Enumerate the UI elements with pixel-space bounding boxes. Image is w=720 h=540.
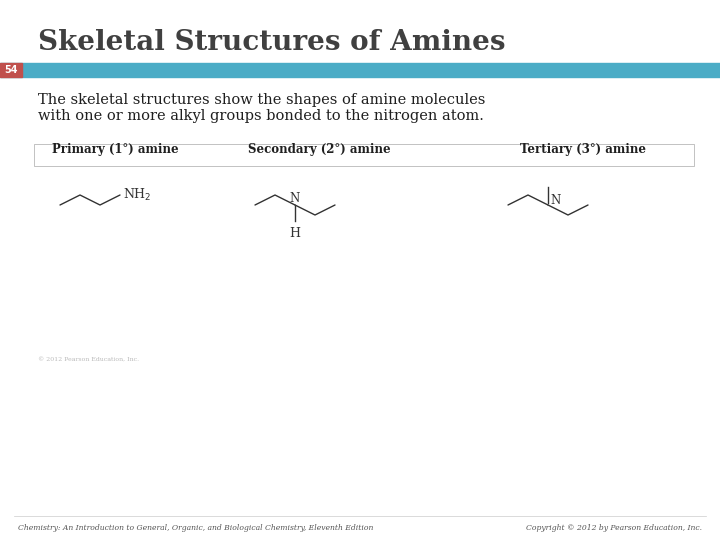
Text: H: H [289,227,300,240]
Text: Secondary (2°) amine: Secondary (2°) amine [248,144,391,157]
Text: © 2012 Pearson Education, Inc.: © 2012 Pearson Education, Inc. [38,358,139,363]
Bar [0,63,22,77]
Text: Primary (1°) amine: Primary (1°) amine [52,144,179,157]
Text: 54: 54 [4,65,18,75]
Text: The skeletal structures show the shapes of amine molecules: The skeletal structures show the shapes … [38,93,485,107]
Text: Tertiary (3°) amine: Tertiary (3°) amine [520,144,646,157]
Text: N: N [290,192,300,205]
Text: with one or more alkyl groups bonded to the nitrogen atom.: with one or more alkyl groups bonded to … [38,109,484,123]
Text: N: N [550,194,560,207]
Text: NH$_2$: NH$_2$ [123,187,152,203]
Text: Chemistry: An Introduction to General, Organic, and Biological Chemistry, Eleven: Chemistry: An Introduction to General, O… [18,524,374,532]
Bar [0,63,720,77]
Bar [34,144,694,166]
Text: Skeletal Structures of Amines: Skeletal Structures of Amines [38,29,505,56]
Text: Copyright © 2012 by Pearson Education, Inc.: Copyright © 2012 by Pearson Education, I… [526,524,702,532]
